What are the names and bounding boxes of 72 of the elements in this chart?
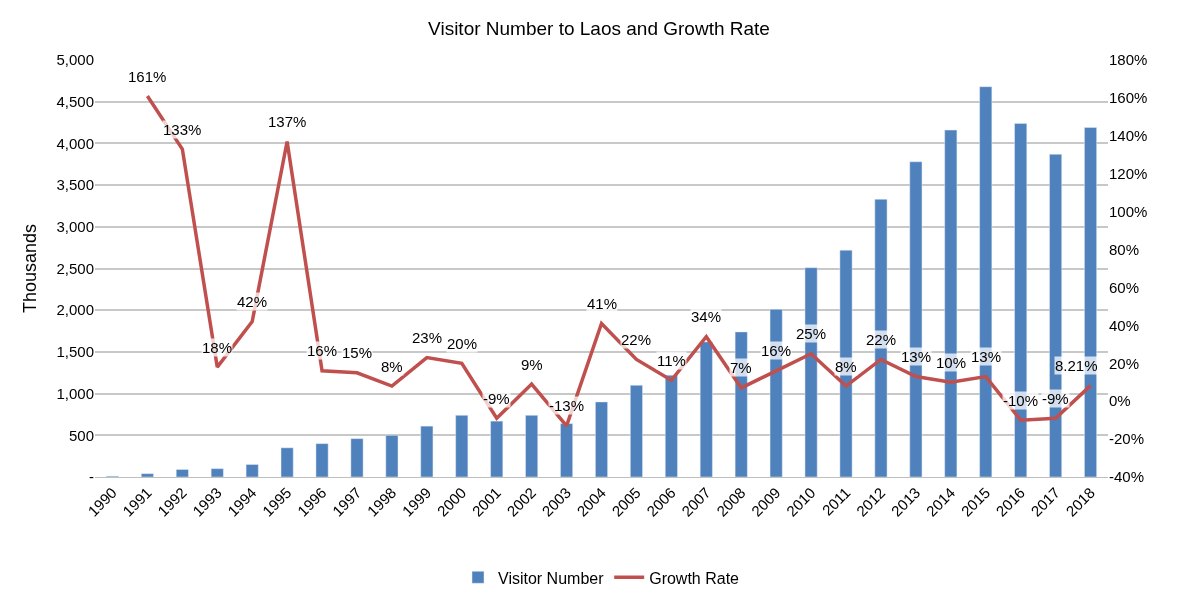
y-tick-label: 4,000 (56, 134, 94, 152)
data-label: 13% (901, 348, 932, 365)
bar (350, 438, 364, 477)
legend-label: Visitor Number (498, 569, 605, 587)
bar (525, 415, 538, 477)
legend-label: Growth Rate (649, 569, 740, 587)
y-tick-label: 3,500 (56, 176, 94, 194)
data-label: 34% (691, 308, 722, 325)
bar (699, 341, 713, 477)
y-tick-label: 4,500 (56, 92, 94, 110)
data-label: -9% (1042, 390, 1069, 407)
data-label: 133% (163, 121, 202, 138)
chart-title: Visitor Number to Laos and Growth Rate (428, 17, 770, 39)
data-label: 15% (342, 344, 373, 361)
bar (210, 468, 224, 477)
data-label: -10% (1003, 392, 1039, 409)
data-label: -9% (483, 390, 510, 407)
y-tick-label: 3,000 (56, 218, 94, 236)
y2-tick-label: -20% (1109, 430, 1145, 448)
data-label: 161% (128, 68, 167, 85)
data-label: 16% (761, 342, 792, 359)
y-tick-label: 500 (68, 426, 94, 444)
data-label: 25% (796, 325, 827, 342)
data-label: 18% (202, 339, 233, 356)
data-label: 8.21% (1055, 357, 1098, 374)
y2-tick-label: 40% (1109, 316, 1140, 334)
bar (245, 464, 259, 477)
data-label: 41% (587, 295, 618, 312)
y2-tick-label: 0% (1109, 392, 1131, 410)
y2-tick-label: 120% (1109, 164, 1148, 182)
y-tick-label: 1,000 (56, 384, 94, 402)
data-label: 20% (447, 335, 478, 352)
data-label: 22% (621, 331, 652, 348)
data-label: -13% (549, 397, 585, 414)
data-label: 9% (521, 356, 543, 373)
bar (141, 473, 154, 477)
data-label: 8% (835, 358, 857, 375)
bar (490, 420, 504, 477)
data-label: 7% (730, 359, 752, 376)
data-label: 23% (412, 329, 443, 346)
y2-tick-label: 60% (1109, 278, 1140, 296)
bar (560, 423, 573, 477)
data-label: 8% (381, 358, 403, 375)
y2-tick-label: -40% (1109, 468, 1145, 486)
bar (175, 469, 189, 477)
bar (420, 425, 434, 477)
bar (280, 447, 294, 477)
y-tick-label: - (89, 468, 94, 486)
y-tick-label: 1,500 (56, 343, 94, 361)
y2-tick-label: 80% (1109, 240, 1140, 258)
bar (385, 435, 399, 477)
data-label: 11% (657, 352, 686, 369)
y-tick-label: 2,500 (56, 259, 94, 277)
data-label: 16% (307, 342, 338, 359)
y2-tick-label: 140% (1109, 127, 1148, 145)
bar (455, 415, 469, 477)
y2-tick-label: 100% (1109, 202, 1148, 220)
y-axis-title: Thousands (19, 223, 40, 314)
y-tick-label: 5,000 (56, 51, 94, 69)
bar (665, 375, 678, 477)
data-label: 13% (971, 348, 1002, 365)
data-label: 10% (936, 354, 967, 371)
bar (315, 443, 329, 477)
data-label: 42% (237, 293, 268, 310)
y2-tick-label: 20% (1109, 354, 1140, 372)
bar (595, 401, 608, 477)
y2-tick-label: 180% (1109, 51, 1148, 69)
data-label: 22% (866, 331, 897, 348)
y2-tick-label: 160% (1109, 89, 1148, 107)
data-label: 137% (268, 113, 307, 130)
bar (630, 385, 643, 477)
y-tick-label: 2,000 (56, 301, 94, 319)
